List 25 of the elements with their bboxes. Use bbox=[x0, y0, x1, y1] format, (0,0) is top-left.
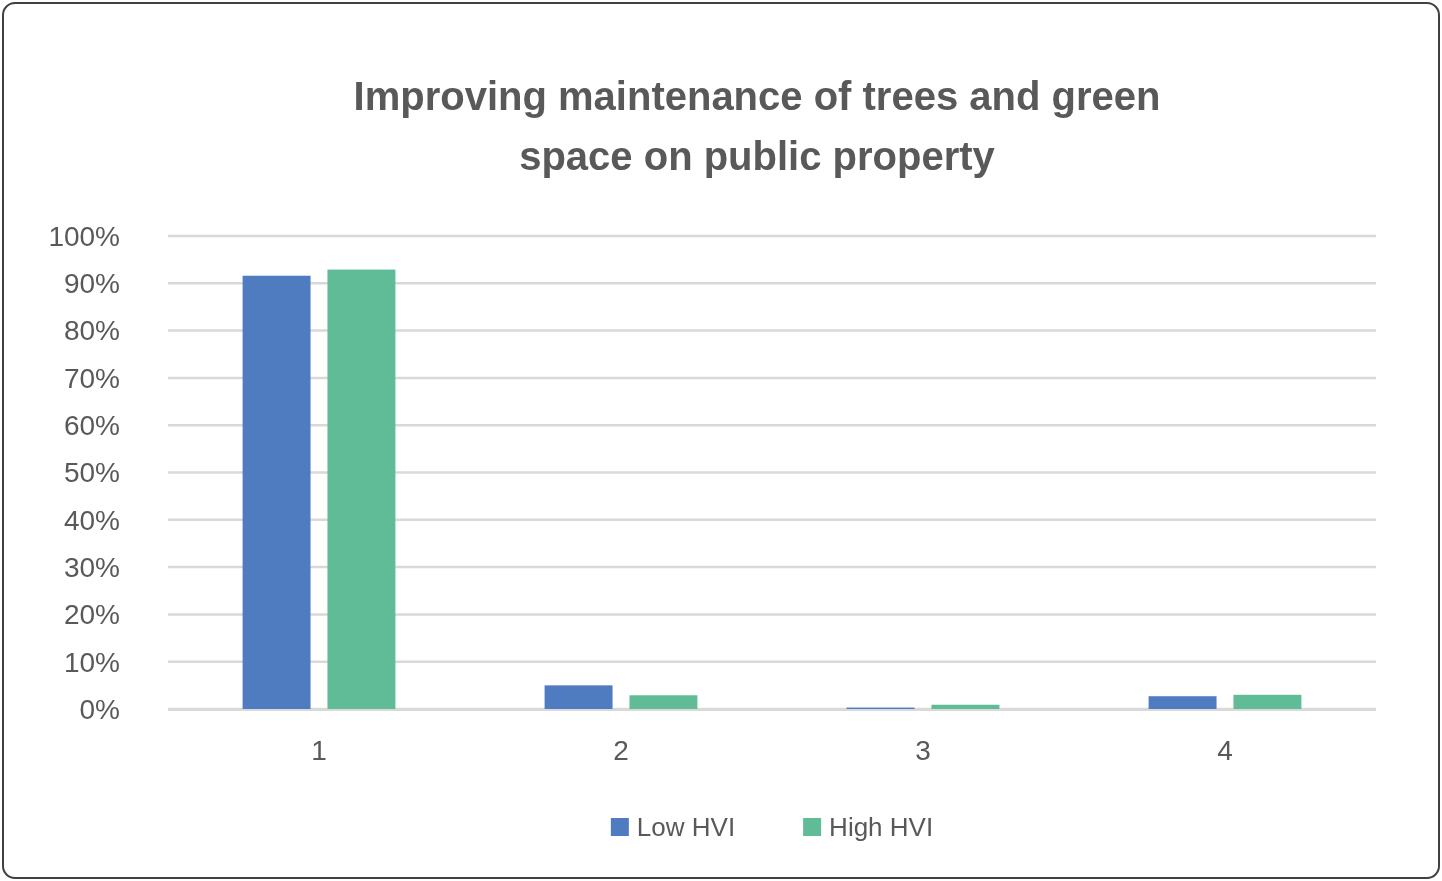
bar bbox=[544, 685, 613, 709]
legend-label: High HVI bbox=[829, 812, 934, 843]
bar bbox=[1233, 694, 1302, 709]
y-tick-label: 30% bbox=[63, 551, 120, 583]
y-tick-label: 70% bbox=[63, 362, 120, 394]
x-tick-label: 1 bbox=[311, 735, 327, 766]
y-tick-label: 80% bbox=[63, 315, 120, 347]
y-tick-label: 20% bbox=[63, 599, 120, 631]
bar bbox=[629, 695, 698, 709]
y-tick-label: 90% bbox=[63, 268, 120, 300]
y-tick-label: 10% bbox=[63, 646, 120, 678]
y-tick-label: 0% bbox=[79, 693, 120, 725]
bar bbox=[327, 269, 396, 709]
y-tick-label: 50% bbox=[63, 457, 120, 489]
chart-title: Improving maintenance of trees and green space on public property bbox=[353, 74, 1161, 178]
y-tick-label: 40% bbox=[63, 504, 120, 536]
legend-label: Low HVI bbox=[636, 812, 736, 843]
x-tick-label: 2 bbox=[613, 735, 629, 766]
bar bbox=[931, 704, 1000, 709]
bar bbox=[242, 275, 311, 709]
y-tick-label: 60% bbox=[63, 410, 120, 441]
x-tick-label: 3 bbox=[915, 735, 931, 766]
y-tick-label: 100% bbox=[48, 220, 120, 252]
bar bbox=[1148, 696, 1217, 709]
x-tick-label: 4 bbox=[1217, 735, 1233, 766]
